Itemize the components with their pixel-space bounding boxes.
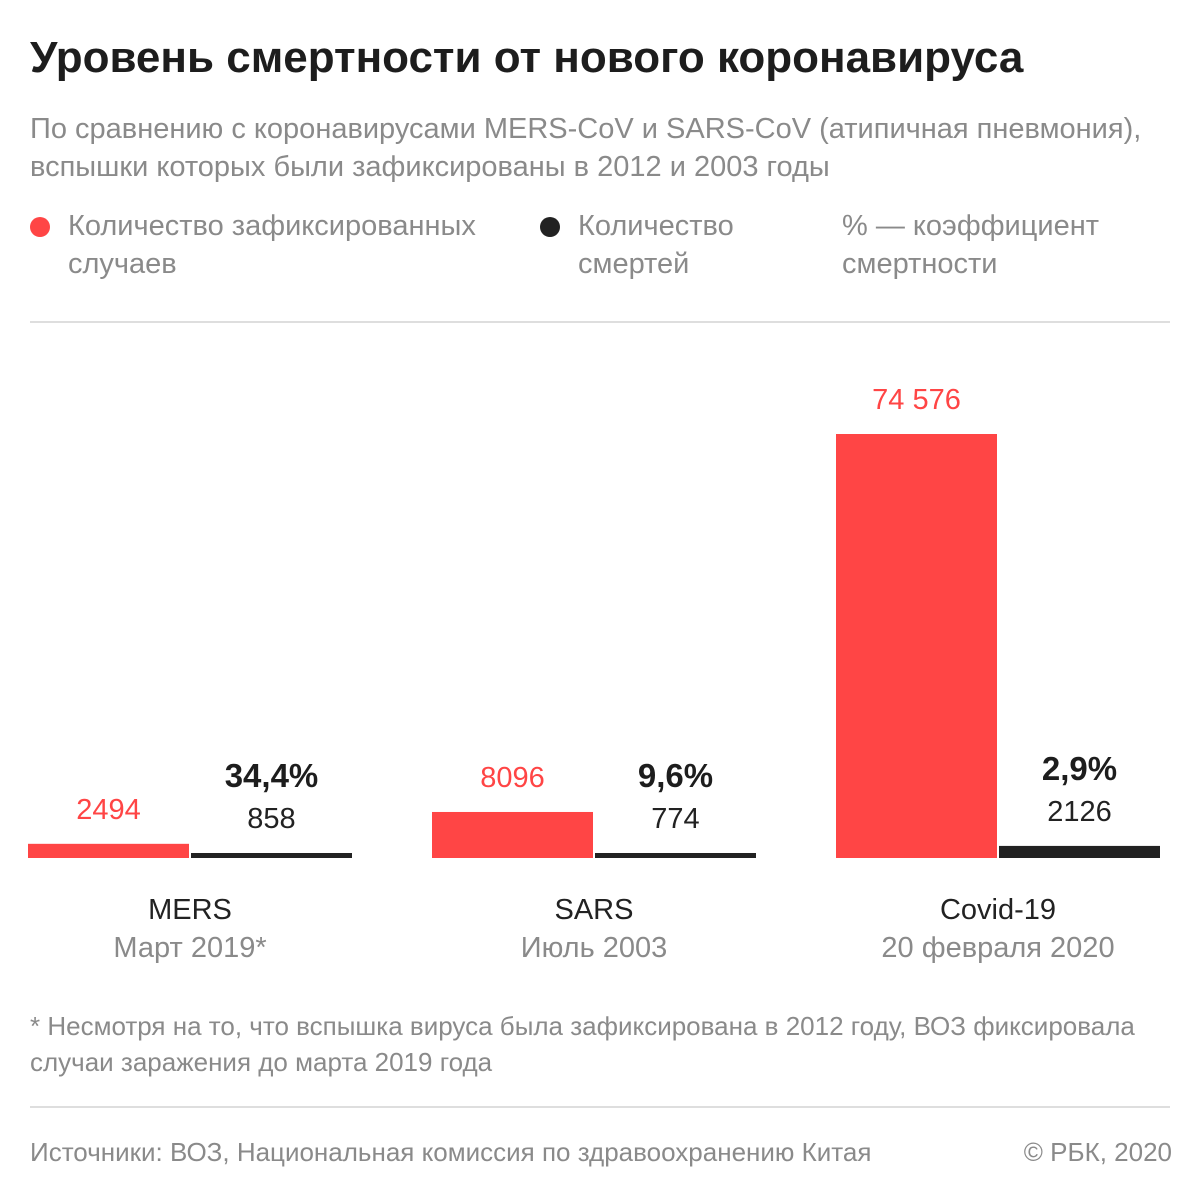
label-cases-sars: 8096: [480, 762, 545, 794]
bar-deaths-mers: [191, 853, 352, 858]
category-date-covid-19: 20 февраля 2020: [881, 932, 1114, 964]
bar-cases-sars: [432, 811, 593, 858]
category-label-sars: SARS: [555, 894, 634, 926]
label-cases-mers: 2494: [76, 794, 141, 826]
category-date-sars: Июль 2003: [521, 932, 668, 964]
bar-deaths-covid-19: [999, 845, 1160, 858]
category-label-mers: MERS: [148, 894, 232, 926]
chart-subtitle: По сравнению с коронавирусами MERS-CoV и…: [30, 113, 1142, 183]
label-rate-mers: 34,4%: [225, 757, 319, 794]
category-date-mers: Март 2019*: [113, 932, 266, 964]
legend-label-rate: % — коэффициент смертности: [842, 210, 1099, 280]
footnote: * Несмотря на то, что вспышка вируса был…: [30, 1011, 1135, 1077]
label-rate-sars: 9,6%: [638, 757, 713, 794]
label-cases-covid-19: 74 576: [872, 384, 961, 416]
bar-cases-covid-19: [836, 434, 997, 858]
copyright-text: © РБК, 2020: [1023, 1137, 1172, 1167]
label-deaths-covid-19: 2126: [1047, 796, 1112, 828]
bar-deaths-sars: [595, 853, 756, 858]
chart-title: Уровень смертности от нового коронавирус…: [30, 33, 1024, 82]
sources-text: Источники: ВОЗ, Национальная комиссия по…: [30, 1137, 872, 1167]
bottom-divider: [30, 1106, 1170, 1108]
legend-label-cases: Количество зафиксированных случаев: [68, 210, 476, 280]
red-dot-icon: [30, 217, 50, 237]
label-deaths-sars: 774: [651, 803, 699, 835]
category-label-covid-19: Covid-19: [940, 894, 1056, 926]
legend-label-deaths: Количество смертей: [578, 210, 734, 280]
bar-chart: 2494 858 34,4% MERS Март 2019* 8096 774 9,6% SAR…: [28, 384, 1160, 964]
label-deaths-mers: 858: [247, 803, 295, 835]
label-rate-covid-19: 2,9%: [1042, 750, 1117, 787]
black-dot-icon: [540, 217, 560, 237]
bar-cases-mers: [28, 843, 189, 858]
top-divider: [30, 321, 1170, 323]
